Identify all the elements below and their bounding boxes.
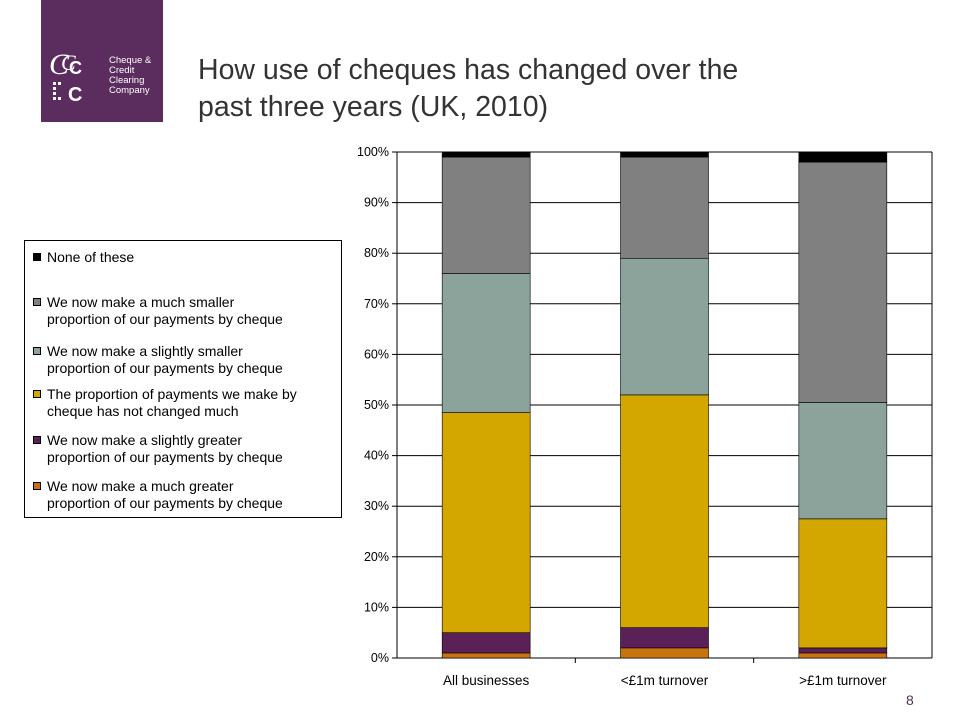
- y-tick-label: 50%: [364, 398, 389, 412]
- legend-label: The proportion of payments we make by che…: [47, 386, 297, 419]
- legend-swatch: [33, 253, 41, 261]
- bar-segment: [441, 652, 531, 659]
- bar-segment: [798, 161, 888, 403]
- bar-segment: [798, 652, 888, 659]
- y-tick-label: 30%: [364, 499, 389, 513]
- bar-segment: [620, 647, 709, 659]
- y-tick-label: 100%: [357, 145, 389, 159]
- y-tick-label: 40%: [364, 449, 389, 463]
- legend-label: None of these: [47, 249, 135, 265]
- svg-text:C: C: [69, 58, 82, 78]
- x-category-label: >£1m turnover: [799, 673, 887, 688]
- bar-segment: [798, 151, 888, 163]
- bar-segment: [620, 627, 709, 649]
- bar-segment: [620, 394, 709, 628]
- legend-swatch: [33, 436, 41, 444]
- page-number: 8: [906, 692, 914, 708]
- bar-segment: [441, 156, 531, 274]
- legend-swatch: [33, 482, 41, 490]
- bar-segment: [441, 273, 531, 413]
- bar-segment: [620, 151, 709, 158]
- page-title-line-2: past three years (UK, 2010): [198, 91, 549, 123]
- logo-text-line-1: Cheque &: [109, 55, 152, 66]
- bar-segment: [798, 402, 888, 520]
- y-tick-label: 20%: [364, 550, 389, 564]
- bar-segment: [620, 257, 709, 396]
- y-tick-label: 0%: [371, 651, 389, 665]
- logo-text-line-4: Company: [109, 85, 150, 96]
- y-tick-label: 10%: [364, 600, 389, 614]
- x-category-label: <£1m turnover: [621, 673, 709, 688]
- svg-text:C: C: [49, 48, 70, 81]
- bar-segment: [620, 156, 709, 259]
- svg-text:C: C: [61, 50, 76, 75]
- bar-segment: [441, 412, 531, 633]
- page-title-line-1: How use of cheques has changed over the: [198, 54, 739, 86]
- y-tick-label: 60%: [364, 347, 389, 361]
- logo-text-line-2: Credit: [109, 65, 135, 76]
- legend-label: We now make a slightly smaller proportion…: [47, 343, 283, 376]
- y-tick-label: 80%: [364, 246, 389, 260]
- legend-label: We now make a slightly greater proportion…: [47, 432, 283, 465]
- svg-text:C: C: [68, 84, 82, 106]
- legend-swatch: [33, 298, 41, 306]
- ccc-monogram-icon: C C C C: [49, 48, 82, 106]
- legend-label: We now make a much greater proportion of …: [47, 478, 283, 511]
- x-category-label: All businesses: [443, 673, 530, 688]
- bar-segment: [441, 632, 531, 654]
- legend-swatch: [33, 390, 41, 398]
- y-tick-label: 90%: [364, 196, 389, 210]
- page-title: How use of cheques has changed over the …: [198, 52, 898, 126]
- logo-text-line-3: Clearing: [109, 75, 145, 86]
- bar-segment: [441, 151, 531, 158]
- legend-swatch: [33, 347, 41, 355]
- company-logo: C C C C Cheque & Credit Clearing Company: [41, 0, 163, 122]
- legend-label: We now make a much smaller proportion of …: [47, 294, 283, 327]
- chart-legend: None of these We now make a much smaller p…: [24, 240, 342, 518]
- bar-segment: [798, 647, 888, 654]
- bar-segment: [798, 518, 888, 649]
- y-tick-label: 70%: [364, 297, 389, 311]
